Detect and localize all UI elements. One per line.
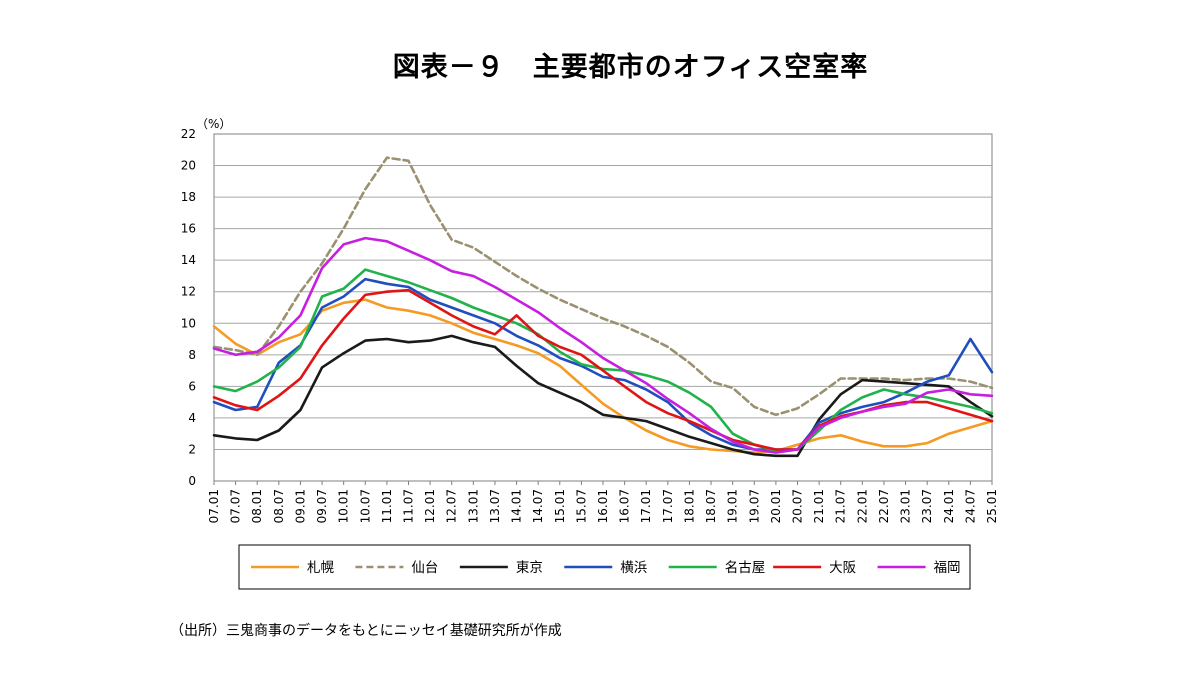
y-tick-label: 4 — [188, 411, 196, 425]
x-tick-label: 09.07 — [315, 489, 329, 523]
y-tick-label: 12 — [181, 285, 196, 299]
legend-label: 東京 — [516, 560, 543, 576]
x-tick-label: 22.01 — [855, 489, 869, 523]
x-tick-label: 25.01 — [985, 489, 999, 523]
y-tick-label: 8 — [188, 348, 196, 362]
x-tick-label: 09.01 — [293, 489, 307, 523]
x-tick-label: 23.07 — [920, 489, 934, 523]
x-tick-label: 07.07 — [229, 489, 243, 523]
chart-title: 図表－９ 主要都市のオフィス空室率 — [392, 52, 869, 83]
series-line — [212, 156, 994, 417]
x-tick-label: 12.07 — [445, 489, 459, 523]
x-tick-label: 15.07 — [574, 489, 588, 523]
x-tick-label: 08.07 — [272, 489, 286, 523]
x-tick-label: 17.01 — [639, 489, 653, 523]
x-tick-label: 08.01 — [250, 489, 264, 523]
x-tick-label: 17.07 — [661, 489, 675, 523]
x-tick-label: 18.07 — [704, 489, 718, 523]
x-tick-label: 20.07 — [791, 489, 805, 523]
y-tick-label: 14 — [181, 253, 196, 267]
x-tick-label: 10.01 — [337, 489, 351, 523]
y-tick-label: 6 — [188, 379, 196, 393]
x-tick-label: 16.07 — [618, 489, 632, 523]
y-tick-label: 18 — [181, 190, 196, 204]
series-line — [212, 334, 994, 458]
x-tick-label: 21.07 — [834, 489, 848, 523]
x-tick-label: 15.01 — [553, 489, 567, 523]
legend-label: 福岡 — [934, 560, 961, 576]
x-tick-label: 23.01 — [899, 489, 913, 523]
legend-label: 横浜 — [620, 560, 647, 576]
y-tick-label: 22 — [181, 127, 196, 141]
x-tick-label: 11.07 — [402, 489, 416, 523]
x-tick-label: 16.01 — [596, 489, 610, 523]
legend-label: 仙台 — [411, 560, 438, 576]
y-tick-label: 2 — [188, 442, 196, 456]
series-line — [212, 236, 994, 454]
y-tick-label: 20 — [181, 159, 196, 173]
y-tick-label: 10 — [181, 316, 196, 330]
legend-label: 札幌 — [307, 560, 334, 576]
x-tick-label: 18.01 — [682, 489, 696, 523]
series-line — [212, 298, 994, 454]
x-tick-label: 21.01 — [812, 489, 826, 523]
x-tick-label: 20.01 — [769, 489, 783, 523]
x-tick-label: 22.07 — [877, 489, 891, 523]
y-tick-label: 0 — [188, 474, 196, 488]
x-tick-label: 10.07 — [358, 489, 372, 523]
x-tick-label: 14.01 — [510, 489, 524, 523]
x-tick-label: 24.01 — [942, 489, 956, 523]
legend-label: 名古屋 — [725, 560, 766, 576]
series-line — [212, 288, 994, 451]
legend-label: 大阪 — [829, 560, 856, 576]
x-tick-label: 13.07 — [488, 489, 502, 523]
source-note: （出所）三鬼商事のデータをもとにニッセイ基礎研究所が作成 — [170, 623, 562, 639]
x-tick-label: 07.01 — [207, 489, 221, 523]
x-tick-label: 13.01 — [466, 489, 480, 523]
x-tick-label: 24.07 — [963, 489, 977, 523]
y-axis-unit-label: （%） — [196, 117, 231, 131]
y-tick-label: 16 — [181, 222, 196, 236]
x-tick-label: 12.01 — [423, 489, 437, 523]
x-tick-label: 11.01 — [380, 489, 394, 523]
series-line — [212, 277, 994, 451]
x-tick-label: 19.07 — [747, 489, 761, 523]
x-tick-label: 14.07 — [531, 489, 545, 523]
x-tick-label: 19.01 — [726, 489, 740, 523]
